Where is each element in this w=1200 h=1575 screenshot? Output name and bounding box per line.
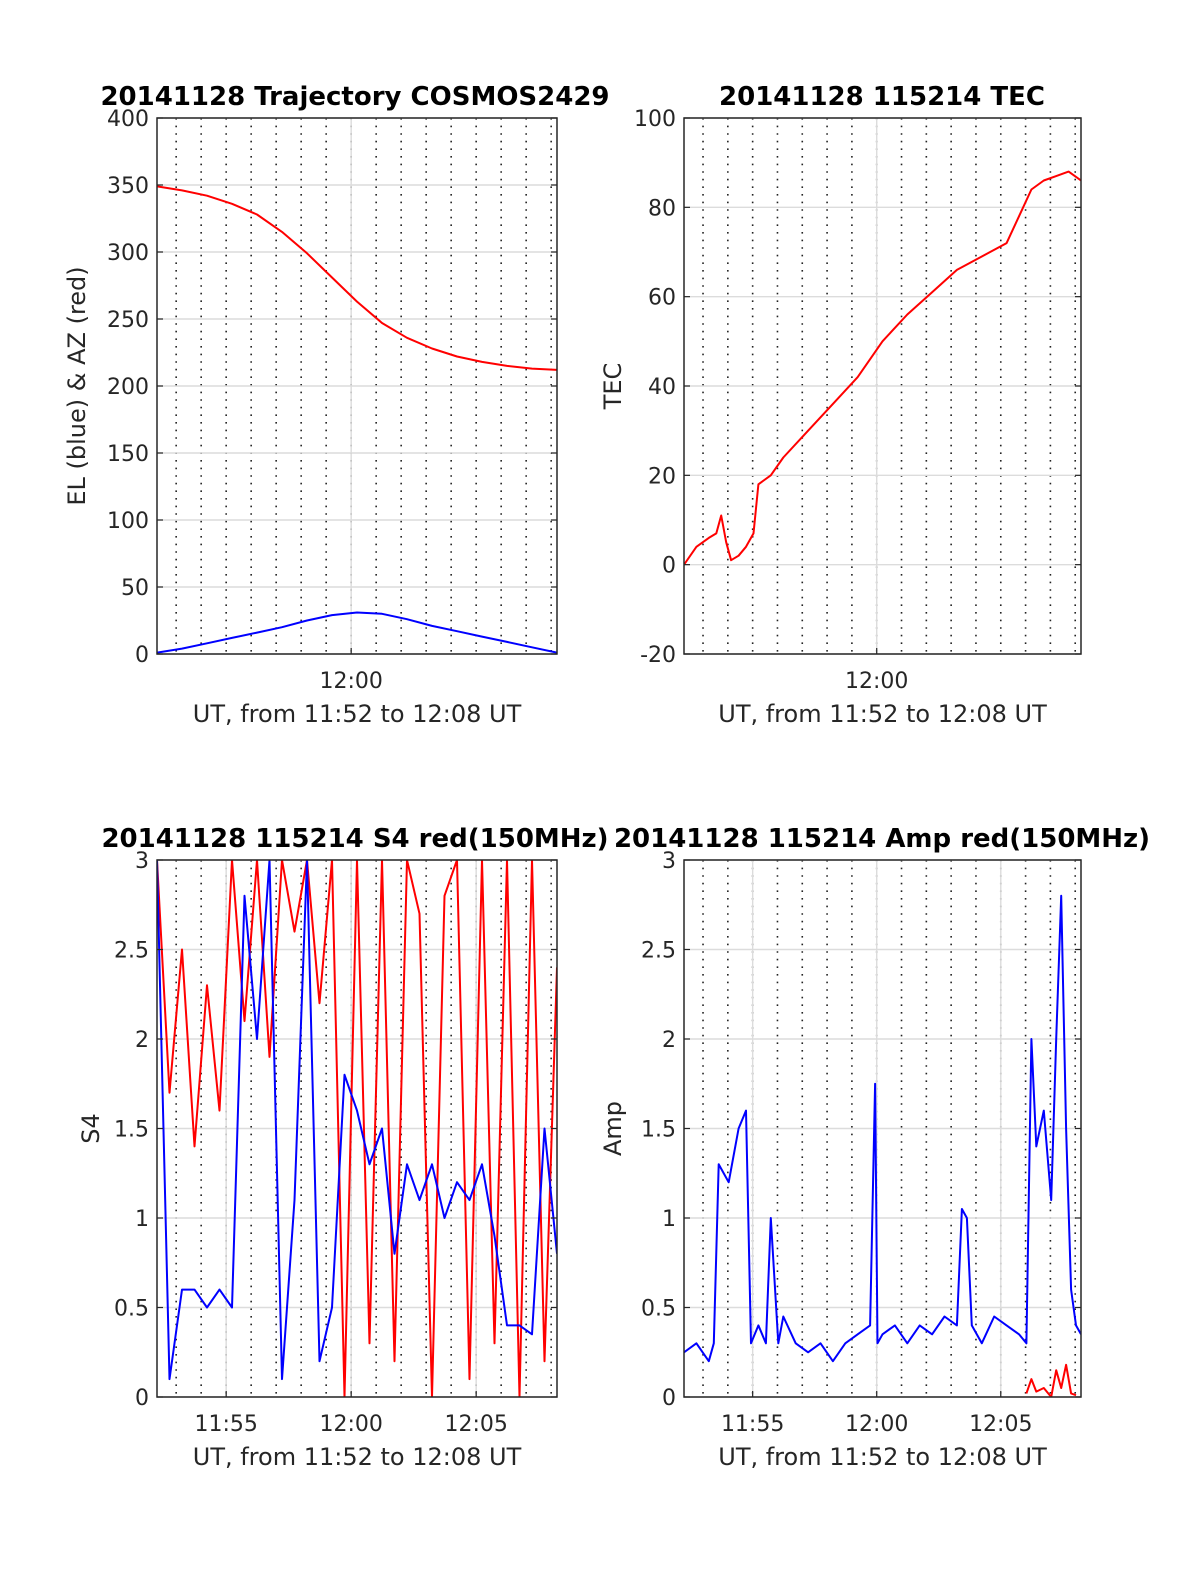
y-tick-label: 0	[662, 554, 676, 579]
x-tick-label: 11:55	[721, 1412, 784, 1437]
y-tick-label: -20	[640, 643, 676, 668]
series-line-1	[157, 860, 557, 1397]
y-tick-label: 150	[107, 442, 149, 467]
x-axis-label: UT, from 11:52 to 12:08 UT	[718, 1443, 1047, 1471]
chart-title: 20141128 115214 Amp red(150MHz)	[614, 824, 1150, 854]
x-tick-label: 12:00	[845, 669, 908, 694]
x-tick-label: 12:05	[444, 1412, 507, 1437]
amp-panel: 0 0.5 1 1.5 2 2.5 3 11:55 12:00 12:05 20141128 11…	[599, 824, 1150, 1471]
chart-title: 20141128 115214 TEC	[719, 82, 1045, 112]
x-tick-label: 11:55	[194, 1412, 257, 1437]
series-line-2	[1025, 1363, 1077, 1397]
chart-title: 20141128 Trajectory COSMOS2429	[100, 82, 609, 112]
y-tick-label: 350	[107, 174, 149, 199]
tec-panel: -20 0 20 40 60 80 100 12:00 20141128 115214 TEC…	[599, 82, 1082, 728]
y-axis-label: EL (blue) & AZ (red)	[63, 266, 91, 505]
x-axis-label: UT, from 11:52 to 12:08 UT	[718, 700, 1047, 728]
y-tick-label: 50	[121, 576, 149, 601]
x-tick-label: 12:05	[969, 1412, 1032, 1437]
y-tick-label: 0	[135, 1386, 149, 1411]
y-tick-label: 1.5	[114, 1118, 149, 1143]
y-tick-label: 250	[107, 308, 149, 333]
y-axis-label: Amp	[599, 1101, 627, 1156]
series-line-1	[157, 185, 557, 371]
x-tick-label: 12:00	[319, 669, 382, 694]
y-tick-label: 0.5	[641, 1297, 676, 1322]
y-tick-label: 400	[107, 107, 149, 132]
y-tick-label: 3	[662, 849, 676, 874]
y-tick-label: 0	[662, 1386, 676, 1411]
y-tick-label: 60	[648, 286, 676, 311]
x-tick-label: 12:00	[319, 1412, 382, 1437]
y-tick-label: 20	[648, 464, 676, 489]
y-tick-label: 100	[634, 107, 676, 132]
series-line-1	[684, 894, 1081, 1363]
y-tick-label: 80	[648, 196, 676, 221]
y-tick-label: 200	[107, 375, 149, 400]
y-tick-label: 2.5	[114, 939, 149, 964]
y-tick-label: 0	[135, 643, 149, 668]
y-tick-label: 40	[648, 375, 676, 400]
y-axis-label: TEC	[599, 363, 627, 411]
y-tick-label: 2	[662, 1028, 676, 1053]
x-axis-label: UT, from 11:52 to 12:08 UT	[193, 1443, 522, 1471]
series-line-2	[157, 860, 557, 1381]
y-axis-label: S4	[77, 1113, 105, 1144]
x-tick-label: 12:00	[845, 1412, 908, 1437]
y-tick-label: 2	[135, 1028, 149, 1053]
y-tick-label: 1	[135, 1207, 149, 1232]
series-line-1	[684, 170, 1081, 566]
y-tick-label: 1.5	[641, 1118, 676, 1143]
x-axis-label: UT, from 11:52 to 12:08 UT	[193, 700, 522, 728]
y-tick-label: 1	[662, 1207, 676, 1232]
y-tick-label: 2.5	[641, 939, 676, 964]
s4-panel: 0 0.5 1 1.5 2 2.5 3 11:55 12:00 12:05 20141128 11…	[77, 824, 609, 1471]
chart-title: 20141128 115214 S4 red(150MHz)	[101, 824, 608, 854]
series-line-2	[157, 611, 557, 654]
y-tick-label: 3	[135, 849, 149, 874]
trajectory-panel: 0 50 100 150 200 250 300 350 400 12:00 20141128 T…	[63, 82, 610, 728]
y-tick-label: 100	[107, 509, 149, 534]
y-tick-label: 0.5	[114, 1297, 149, 1322]
y-tick-label: 300	[107, 241, 149, 266]
